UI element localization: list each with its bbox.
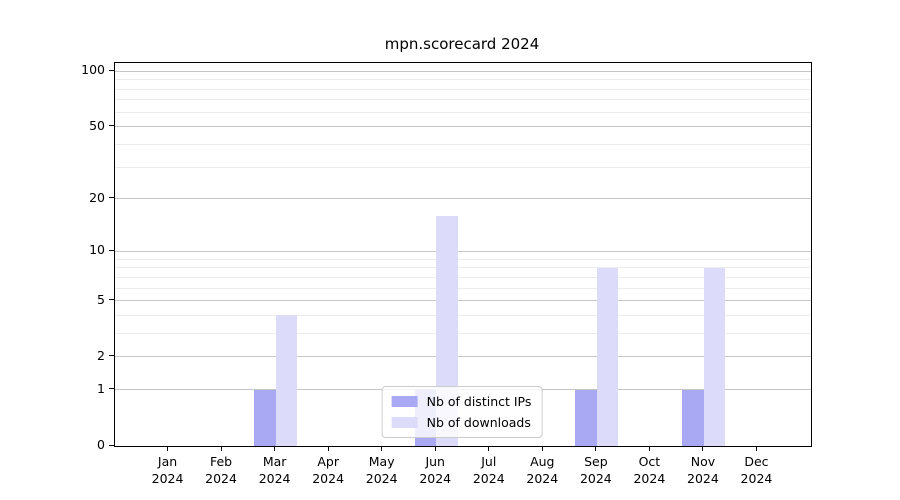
y-tick-label: 50 <box>89 117 105 133</box>
x-tick-label: Jul 2024 <box>459 453 519 487</box>
x-tick-label: Apr 2024 <box>298 453 358 487</box>
legend-swatch-distinct-ips <box>391 396 418 407</box>
x-tick-month: Mar <box>262 454 287 469</box>
x-tick-year: 2024 <box>472 471 505 486</box>
legend-item-downloads: Nb of downloads <box>391 415 532 430</box>
x-tick-month: May <box>368 454 395 469</box>
x-tick-month: Jan <box>157 454 178 469</box>
legend-label-distinct-ips: Nb of distinct IPs <box>426 394 532 409</box>
y-tick <box>109 197 114 199</box>
y-tick-label: 1 <box>97 380 105 396</box>
x-tick-label: Sep 2024 <box>566 453 626 487</box>
bar-distinct-ips <box>682 389 704 446</box>
x-tick-label: Oct 2024 <box>619 453 679 487</box>
minor-gridline <box>115 111 811 113</box>
y-tick <box>109 69 114 71</box>
minor-gridline <box>115 276 811 278</box>
y-tick <box>109 125 114 127</box>
x-tick-month: Oct <box>638 454 661 469</box>
x-tick <box>220 446 222 451</box>
minor-gridline <box>115 287 811 289</box>
x-tick-month: Apr <box>317 454 339 469</box>
x-tick-year: 2024 <box>258 471 291 486</box>
major-gridline <box>115 126 811 128</box>
legend-label-downloads: Nb of downloads <box>426 415 531 430</box>
x-tick <box>702 446 704 451</box>
x-tick-label: Aug 2024 <box>512 453 572 487</box>
x-tick <box>541 446 543 451</box>
legend: Nb of distinct IPs Nb of downloads <box>381 386 543 438</box>
minor-gridline <box>115 99 811 101</box>
bar-downloads <box>703 267 726 446</box>
x-tick-month: Sep <box>584 454 608 469</box>
major-gridline <box>115 300 811 302</box>
x-tick-label: Feb 2024 <box>191 453 251 487</box>
y-tick-label: 100 <box>81 62 105 78</box>
x-tick <box>274 446 276 451</box>
bar-downloads <box>596 267 619 446</box>
major-gridline <box>115 356 811 358</box>
x-tick-year: 2024 <box>687 471 719 486</box>
minor-gridline <box>115 314 811 316</box>
legend-item-distinct-ips: Nb of distinct IPs <box>391 394 532 409</box>
major-gridline <box>115 70 811 72</box>
x-tick-label: Jun 2024 <box>405 453 465 487</box>
y-tick-label: 0 <box>97 437 105 452</box>
minor-gridline <box>115 88 811 90</box>
x-tick-year: 2024 <box>579 471 612 486</box>
minor-gridline <box>115 144 811 146</box>
major-gridline <box>115 250 811 252</box>
minor-gridline <box>115 79 811 81</box>
y-tick <box>109 388 114 390</box>
y-tick-label: 2 <box>97 347 105 363</box>
y-tick <box>109 355 114 357</box>
x-tick <box>327 446 329 451</box>
x-tick-month: Aug <box>530 454 555 469</box>
bar-distinct-ips <box>575 389 597 446</box>
y-tick-label: 20 <box>89 189 105 205</box>
minor-gridline <box>115 332 811 334</box>
y-tick <box>109 299 114 301</box>
x-tick <box>488 446 490 451</box>
x-tick-year: 2024 <box>151 471 184 486</box>
bar-distinct-ips <box>254 389 276 446</box>
x-tick-month: Dec <box>744 454 769 469</box>
x-tick-year: 2024 <box>365 471 398 486</box>
x-tick <box>167 446 169 451</box>
x-tick <box>755 446 757 451</box>
x-tick-month: Nov <box>690 454 716 469</box>
x-tick-label: Jan 2024 <box>138 453 198 487</box>
major-gridline <box>115 198 811 200</box>
x-tick-month: Jun <box>425 454 445 469</box>
y-tick <box>109 444 114 446</box>
x-tick-year: 2024 <box>740 471 773 486</box>
x-tick <box>595 446 597 451</box>
y-tick <box>109 249 114 251</box>
x-tick-year: 2024 <box>526 471 559 486</box>
x-tick-year: 2024 <box>312 471 345 486</box>
x-tick-year: 2024 <box>419 471 452 486</box>
x-tick-label: May 2024 <box>352 453 412 487</box>
minor-gridline <box>115 258 811 260</box>
chart-title: mpn.scorecard 2024 <box>384 35 540 53</box>
minor-gridline <box>115 166 811 168</box>
x-tick-month: Feb <box>209 454 233 469</box>
x-tick <box>381 446 383 451</box>
x-tick-month: Jul <box>481 454 497 469</box>
x-tick-label: Nov 2024 <box>673 453 733 487</box>
x-tick <box>648 446 650 451</box>
y-tick-label: 5 <box>97 291 105 307</box>
x-tick <box>434 446 436 451</box>
x-tick-year: 2024 <box>633 471 666 486</box>
x-tick-year: 2024 <box>205 471 237 486</box>
legend-swatch-downloads <box>391 417 418 428</box>
x-tick-label: Mar 2024 <box>245 453 305 487</box>
minor-gridline <box>115 267 811 269</box>
x-tick-label: Dec 2024 <box>726 453 786 487</box>
bar-downloads <box>275 315 298 446</box>
y-tick-label: 10 <box>89 242 105 258</box>
